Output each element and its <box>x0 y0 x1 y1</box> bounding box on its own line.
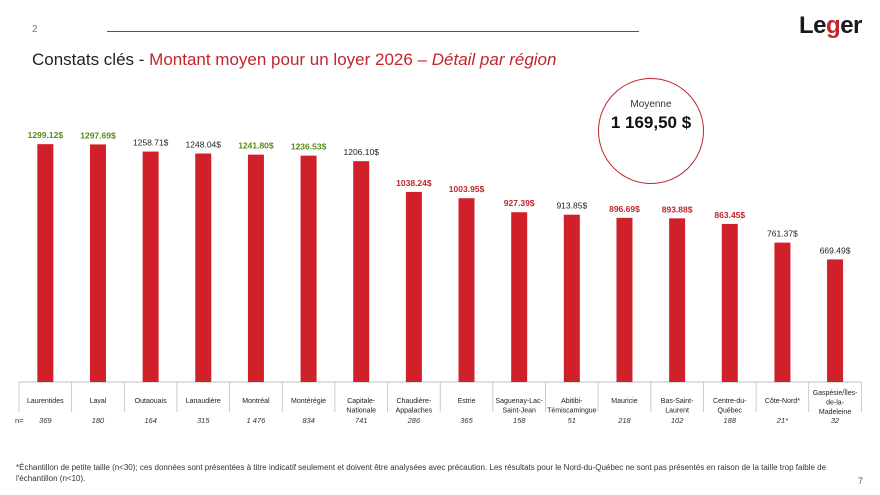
data-label: 896.69$ <box>609 204 640 214</box>
footnote: *Échantillon de petite taille (n<30); ce… <box>16 463 827 483</box>
category-label: Québec <box>718 408 743 415</box>
category-label: Laval <box>90 398 107 405</box>
category-label: Témiscamingue <box>547 408 597 415</box>
bar <box>405 191 422 382</box>
category-label: Gaspésie/Îles- <box>813 388 858 397</box>
title-italic: Détail par région <box>431 50 557 69</box>
category-label: Madeleine <box>819 409 851 416</box>
bar <box>563 214 580 382</box>
bar <box>458 198 475 382</box>
data-label: 927.39$ <box>504 198 535 208</box>
category-label: Abitibi- <box>561 398 583 405</box>
data-label: 893.88$ <box>662 204 693 214</box>
category-label: Montérégie <box>291 398 326 405</box>
sample-size-label: 741 <box>355 416 368 425</box>
sample-size-label: 21* <box>776 416 789 425</box>
title-prefix: Constats clés - <box>32 50 150 69</box>
category-label: Outaouais <box>135 398 167 405</box>
bar <box>142 151 159 382</box>
bar <box>774 242 791 382</box>
category-label: de-la- <box>826 400 845 407</box>
data-label: 1248.04$ <box>186 140 222 150</box>
data-label: 1258.71$ <box>133 138 169 148</box>
logo-accent-letter: g <box>826 12 841 39</box>
sample-size-label: 369 <box>39 416 52 425</box>
n-row-label: n= <box>15 416 24 425</box>
category-label: Saint-Jean <box>502 408 536 415</box>
bar <box>300 155 317 382</box>
data-label: 1236.53$ <box>291 142 327 152</box>
sample-size-label: 315 <box>197 416 210 425</box>
bar <box>195 153 212 382</box>
sample-size-label: 51 <box>568 416 576 425</box>
data-label: 669.49$ <box>820 245 851 255</box>
data-label: 1206.10$ <box>343 147 379 157</box>
average-value: 1 169,50 $ <box>610 113 692 132</box>
bar <box>511 212 528 382</box>
data-label: 1297.69$ <box>80 130 116 140</box>
sample-size-label: 158 <box>513 416 526 425</box>
logo-text-start: Le <box>799 12 827 39</box>
title-main: Montant moyen pour un loyer 2026 – <box>149 50 432 69</box>
data-label: 863.45$ <box>714 210 745 220</box>
page-number: 7 <box>858 476 864 486</box>
sample-size-label: 164 <box>144 416 157 425</box>
bar <box>721 223 738 382</box>
category-label: Capitale- <box>347 398 376 405</box>
logo-text-end: er <box>840 12 862 39</box>
category-label: Mauricie <box>611 398 638 405</box>
category-label: Laurent <box>665 408 689 415</box>
data-label: 913.85$ <box>556 201 587 211</box>
bar <box>827 259 844 382</box>
bar <box>89 144 106 382</box>
bar-chart: n= 1299.12$ Laurentides 369 1297.69$ Laval 180… <box>15 130 862 425</box>
data-label: 1299.12$ <box>28 130 64 140</box>
sample-size-label: 32 <box>831 416 840 425</box>
bar <box>37 144 54 382</box>
average-label: Moyenne <box>630 99 672 110</box>
leger-logo: Leger <box>799 12 862 40</box>
average-callout: Moyenne 1 169,50 $ <box>598 78 704 184</box>
bar <box>247 154 264 382</box>
sample-size-label: 286 <box>407 416 421 425</box>
page-title: Constats clés - Montant moyen pour un lo… <box>32 50 556 70</box>
category-label: Laurentides <box>27 398 64 405</box>
data-label: 1241.80$ <box>238 141 274 151</box>
category-label: Nationale <box>346 408 376 415</box>
sample-size-label: 365 <box>460 416 473 425</box>
sample-size-label: 102 <box>671 416 684 425</box>
data-label: 1003.95$ <box>449 184 485 194</box>
sample-size-label: 834 <box>302 416 315 425</box>
category-label: Côte-Nord* <box>765 398 800 405</box>
category-label: Saguenay-Lac- <box>495 398 543 405</box>
category-label: Bas-Saint- <box>661 398 694 405</box>
category-label: Chaudière- <box>397 398 432 405</box>
category-label: Appalaches <box>396 408 433 415</box>
bar <box>353 161 370 382</box>
category-label: Lanaudière <box>186 398 221 405</box>
sample-size-label: 1 476 <box>247 416 267 425</box>
sample-size-label: 188 <box>724 416 737 425</box>
slide-number: 2 <box>32 24 38 35</box>
bar <box>669 218 686 382</box>
sample-size-label: 180 <box>92 416 105 425</box>
sample-size-label: 218 <box>617 416 631 425</box>
category-label: Estrie <box>458 398 476 405</box>
top-divider <box>107 31 639 32</box>
category-label: Montréal <box>242 398 270 405</box>
data-label: 1038.24$ <box>396 178 432 188</box>
bar <box>616 217 633 382</box>
category-label: Centre-du- <box>713 398 747 405</box>
data-label: 761.37$ <box>767 229 798 239</box>
